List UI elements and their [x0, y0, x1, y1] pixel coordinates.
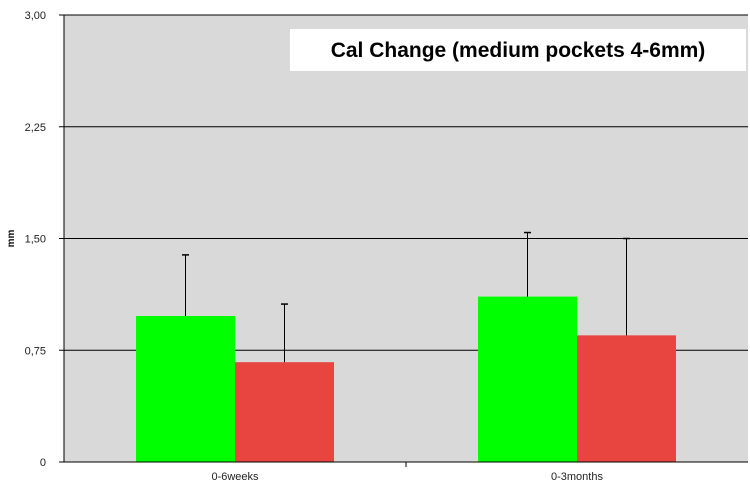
- y-tick-label: 0,75: [25, 345, 46, 357]
- error-bars: [182, 231, 630, 363]
- bar: [136, 315, 235, 462]
- y-tick-label: 0: [40, 457, 46, 469]
- bar: [235, 362, 334, 462]
- x-tick-label: 0-3months: [551, 471, 603, 483]
- x-tick-label: 0-6weeks: [211, 471, 259, 483]
- title-box: [290, 29, 746, 71]
- bar: [577, 335, 676, 462]
- y-ticks: 0 0,75 1,50 2,25 3,00: [25, 10, 64, 469]
- y-axis-title: mm: [6, 230, 17, 248]
- y-tick-label: 2,25: [25, 122, 46, 134]
- chart-title: Cal Change (medium pockets 4-6mm): [331, 39, 706, 62]
- y-tick-label: 3,00: [25, 10, 46, 22]
- bar: [478, 296, 577, 462]
- y-tick-label: 1,50: [25, 234, 46, 246]
- x-ticks: 0-6weeks 0-3months: [211, 462, 603, 483]
- bars: [136, 296, 676, 462]
